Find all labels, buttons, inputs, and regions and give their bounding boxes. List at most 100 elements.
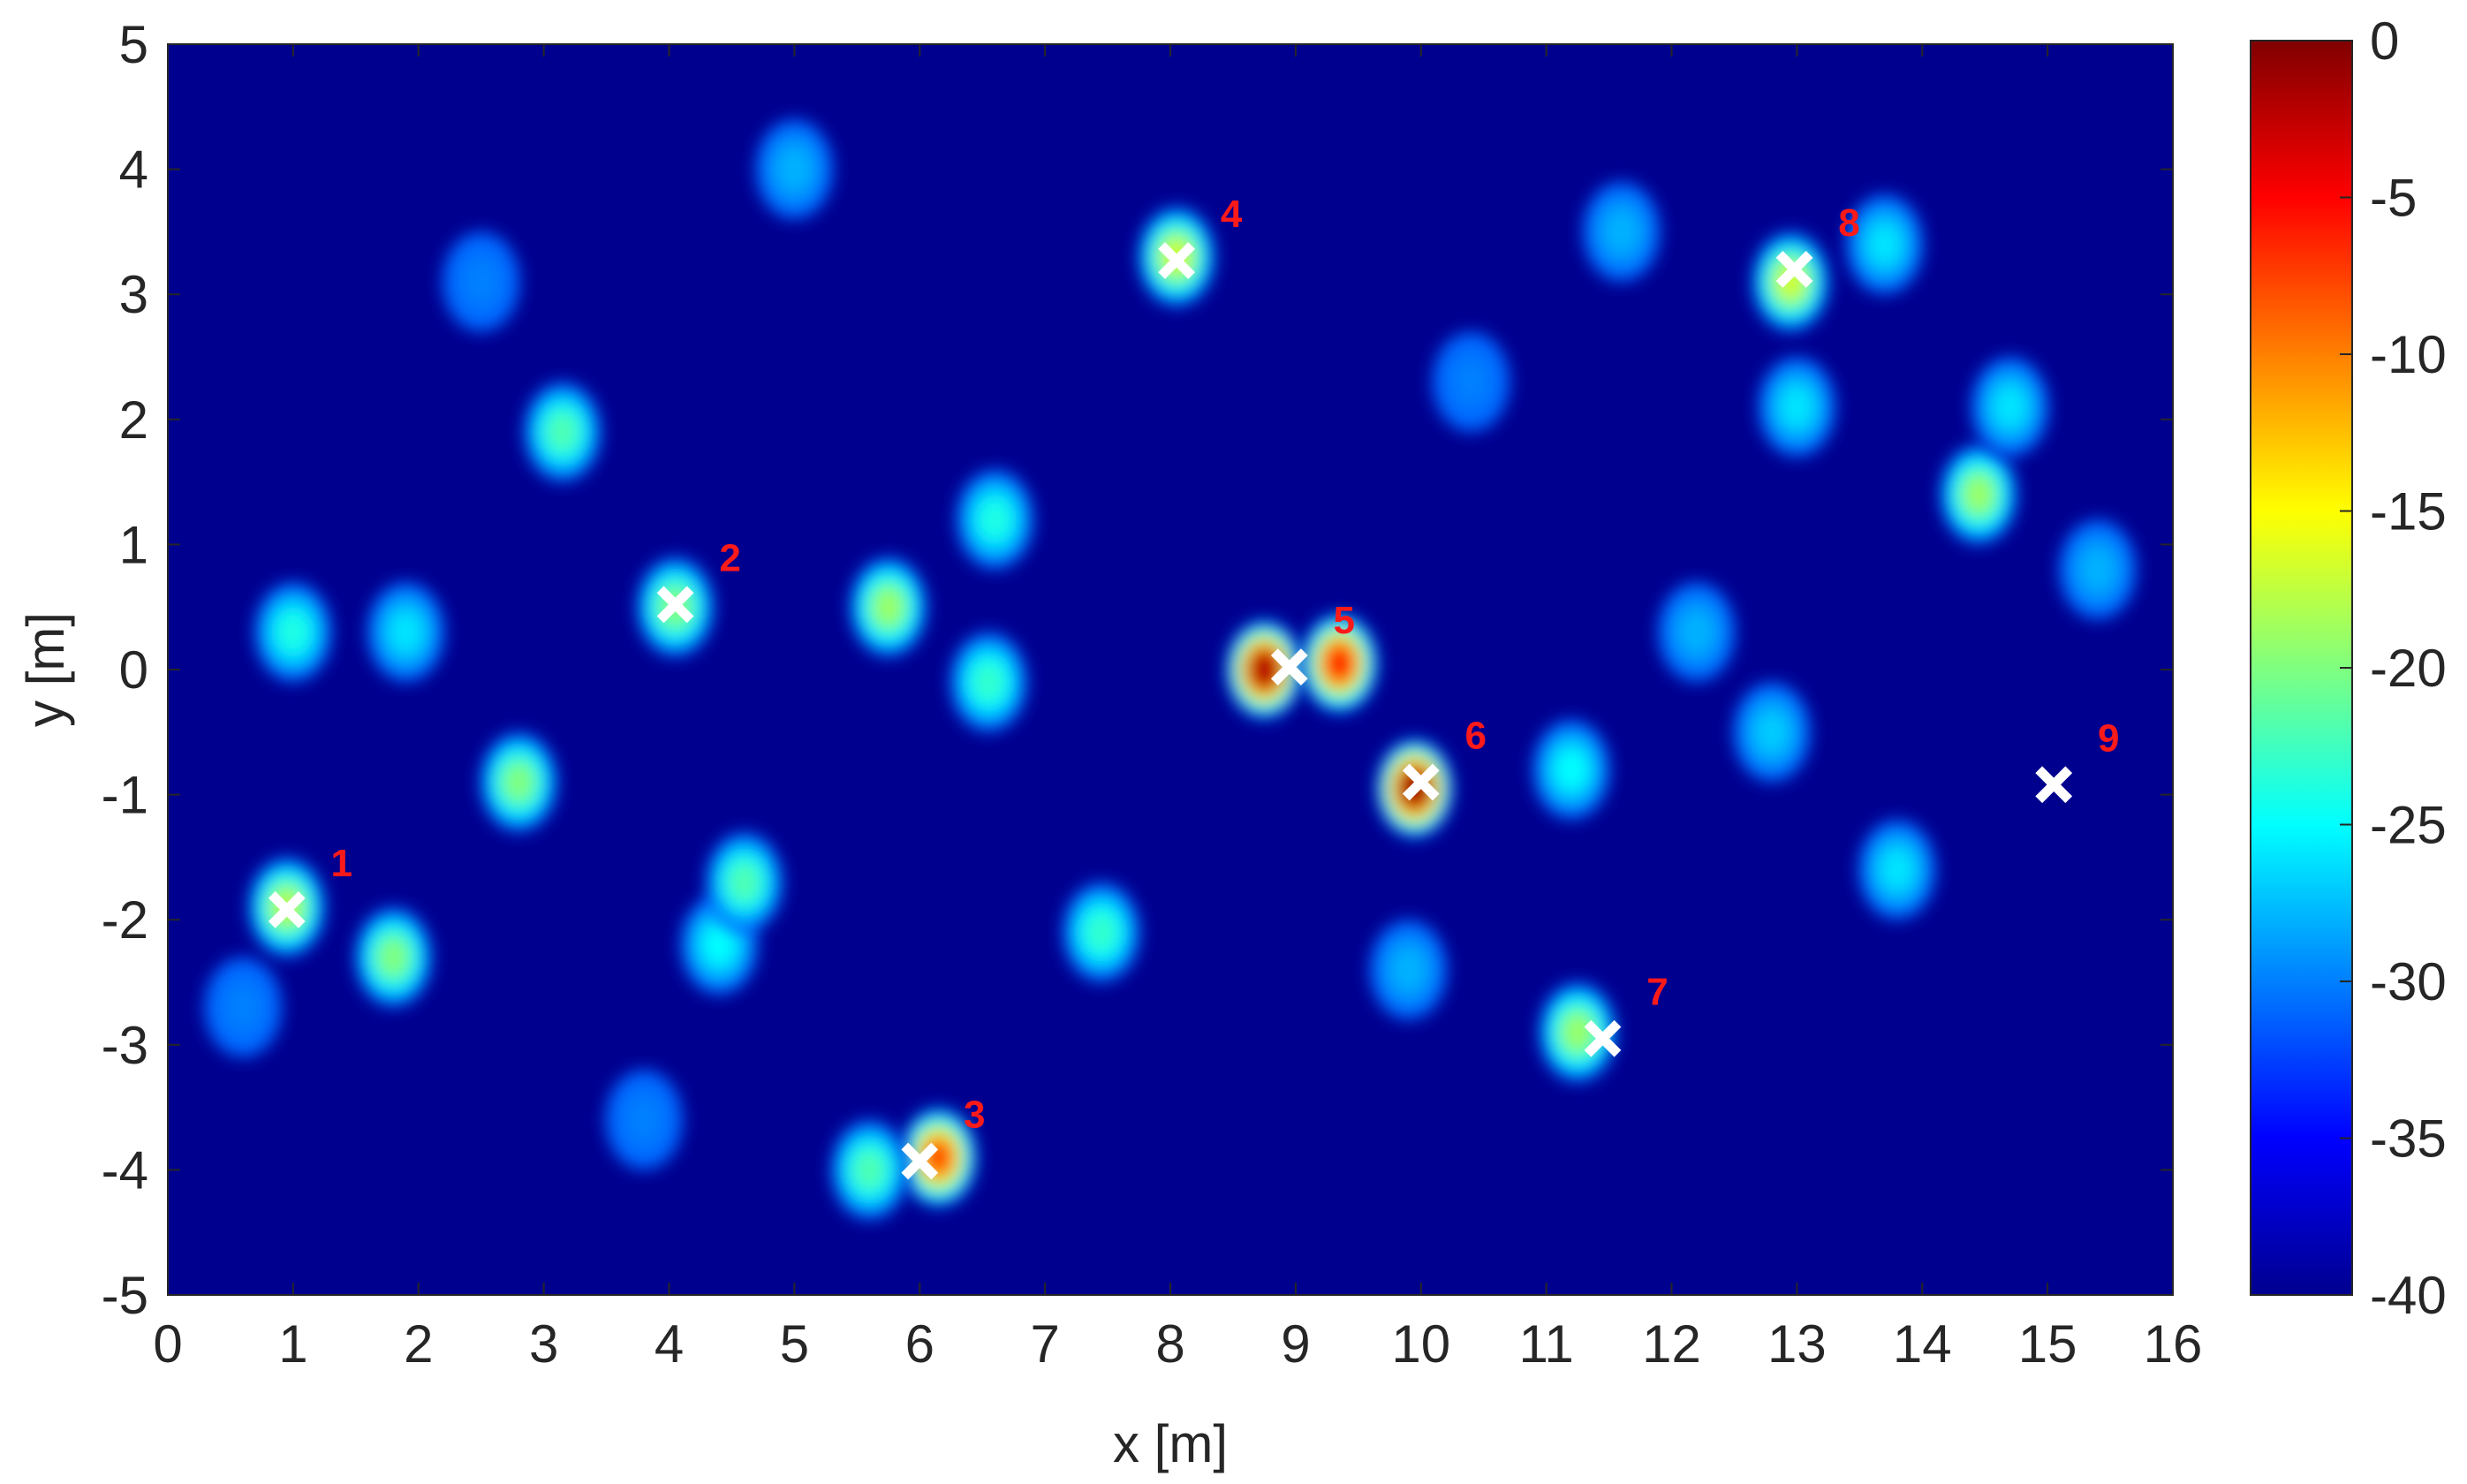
hotspot-5 xyxy=(480,731,558,833)
x-tick-label: 2 xyxy=(404,1314,433,1374)
colorbar-tick-label: -25 xyxy=(2370,796,2447,855)
x-tick-label: 15 xyxy=(2018,1314,2077,1374)
hotspot-6 xyxy=(523,382,602,482)
cross-icon xyxy=(268,890,306,928)
hotspot-24 xyxy=(1939,444,2018,545)
hotspot-28 xyxy=(755,118,834,220)
marker-label: 9 xyxy=(2098,716,2119,760)
colorbar-tick-label: -40 xyxy=(2370,1266,2447,1325)
hotspot-10 xyxy=(849,556,927,657)
x-tick-label: 7 xyxy=(1030,1314,1059,1374)
colorbar-tick-label: -15 xyxy=(2370,482,2447,541)
x-tick-label: 6 xyxy=(905,1314,935,1374)
cross-icon xyxy=(1584,1019,1622,1057)
x-axis-label: x [m] xyxy=(1113,1414,1228,1473)
cross-icon xyxy=(1270,648,1308,686)
colorbar: 0 -5 -10 -15 -20 -25 -30 -35 -40 xyxy=(2250,11,2447,1325)
hotspot-34 xyxy=(605,1070,684,1170)
y-tick-label: 3 xyxy=(119,265,148,324)
hotspot-23 xyxy=(1758,356,1836,458)
marker-label: 7 xyxy=(1646,971,1668,1014)
hotspot-layer xyxy=(204,118,2137,1221)
cross-icon xyxy=(901,1142,939,1180)
colorbar-tick-label: -5 xyxy=(2370,169,2417,228)
marker-label: 4 xyxy=(1221,193,1243,236)
x-tick-label: 14 xyxy=(1893,1314,1952,1374)
marker-layer: 1 2 3 4 5 6 7 8 9 xyxy=(268,193,2119,1180)
marker-6: 6 xyxy=(1402,714,1487,801)
marker-9: 9 xyxy=(2035,716,2119,804)
hotspot-25 xyxy=(1971,356,2049,458)
hotspot-11 xyxy=(956,469,1034,570)
marker-label: 2 xyxy=(719,536,740,579)
marker-label: 5 xyxy=(1334,599,1355,642)
y-tick-label: -2 xyxy=(102,890,148,950)
x-tick-label: 1 xyxy=(278,1314,307,1374)
x-tick-label: 4 xyxy=(655,1314,684,1374)
x-tick-label: 12 xyxy=(1642,1314,1701,1374)
hotspot-29 xyxy=(1432,331,1510,433)
marker-3: 3 xyxy=(901,1093,985,1180)
x-tick-label: 3 xyxy=(529,1314,558,1374)
hotspot-21 xyxy=(1532,719,1611,820)
hotspot-2 xyxy=(354,906,433,1008)
colorbar-tick-label: -30 xyxy=(2370,952,2447,1011)
y-tick-label: 1 xyxy=(119,515,148,574)
hotspot-3 xyxy=(254,581,332,683)
hotspot-32 xyxy=(1858,819,1936,920)
hotspot-36 xyxy=(1732,682,1812,783)
hotspot-35 xyxy=(1369,920,1448,1020)
hotspot-37 xyxy=(442,231,520,332)
hotspot-13 xyxy=(899,1107,978,1208)
marker-label: 6 xyxy=(1465,714,1487,757)
hotspot-14 xyxy=(830,1119,909,1221)
marker-8: 8 xyxy=(1775,201,1860,288)
hotspot-15 xyxy=(1062,882,1141,983)
marker-4: 4 xyxy=(1158,193,1243,279)
cross-icon xyxy=(1775,250,1813,288)
y-tick-label: 5 xyxy=(119,15,148,74)
x-tick-label: 11 xyxy=(1518,1314,1573,1374)
x-tick-label: 0 xyxy=(153,1314,182,1374)
hotspot-4 xyxy=(367,581,445,683)
x-tick-label: 5 xyxy=(780,1314,809,1374)
hotspot-27 xyxy=(2058,519,2137,620)
y-axis-label: y [m] xyxy=(16,612,75,727)
cross-icon xyxy=(656,586,694,624)
x-tick-label: 16 xyxy=(2144,1314,2203,1374)
marker-1: 1 xyxy=(268,842,352,928)
colorbar-tick-label: 0 xyxy=(2370,11,2399,71)
marker-5: 5 xyxy=(1270,599,1355,686)
y-tick-label: -1 xyxy=(102,766,148,825)
hotspot-22 xyxy=(1752,231,1830,332)
hotspot-31 xyxy=(1657,581,1736,683)
cross-icon xyxy=(2035,766,2073,804)
hotspot-18 xyxy=(1300,613,1379,714)
colorbar-tick-label: -20 xyxy=(2370,639,2447,698)
colorbar-gradient xyxy=(2250,40,2353,1296)
colorbar-tick-label: -35 xyxy=(2370,1109,2447,1169)
marker-label: 3 xyxy=(964,1093,985,1136)
marker-label: 1 xyxy=(331,842,352,885)
hotspot-9 xyxy=(705,832,783,933)
x-tick-label: 9 xyxy=(1281,1314,1310,1374)
y-tick-label: -5 xyxy=(102,1266,148,1325)
x-tick-label: 13 xyxy=(1767,1314,1827,1374)
y-tick-label: 2 xyxy=(119,390,148,450)
hotspot-30 xyxy=(1582,181,1661,283)
marker-2: 2 xyxy=(656,536,741,624)
y-tick-label: -4 xyxy=(102,1140,148,1200)
cross-icon xyxy=(1402,763,1440,801)
marker-label: 8 xyxy=(1838,201,1859,245)
y-tick-label: 4 xyxy=(119,140,148,200)
marker-7: 7 xyxy=(1584,971,1669,1057)
y-tick-label: -3 xyxy=(102,1016,148,1075)
y-tick-label: 0 xyxy=(119,640,148,700)
x-tick-label: 10 xyxy=(1391,1314,1450,1374)
hotspot-12 xyxy=(950,632,1028,732)
x-tick-label: 8 xyxy=(1155,1314,1184,1374)
colorbar-tick-label: -10 xyxy=(2370,325,2447,384)
hotspot-33 xyxy=(204,957,283,1058)
